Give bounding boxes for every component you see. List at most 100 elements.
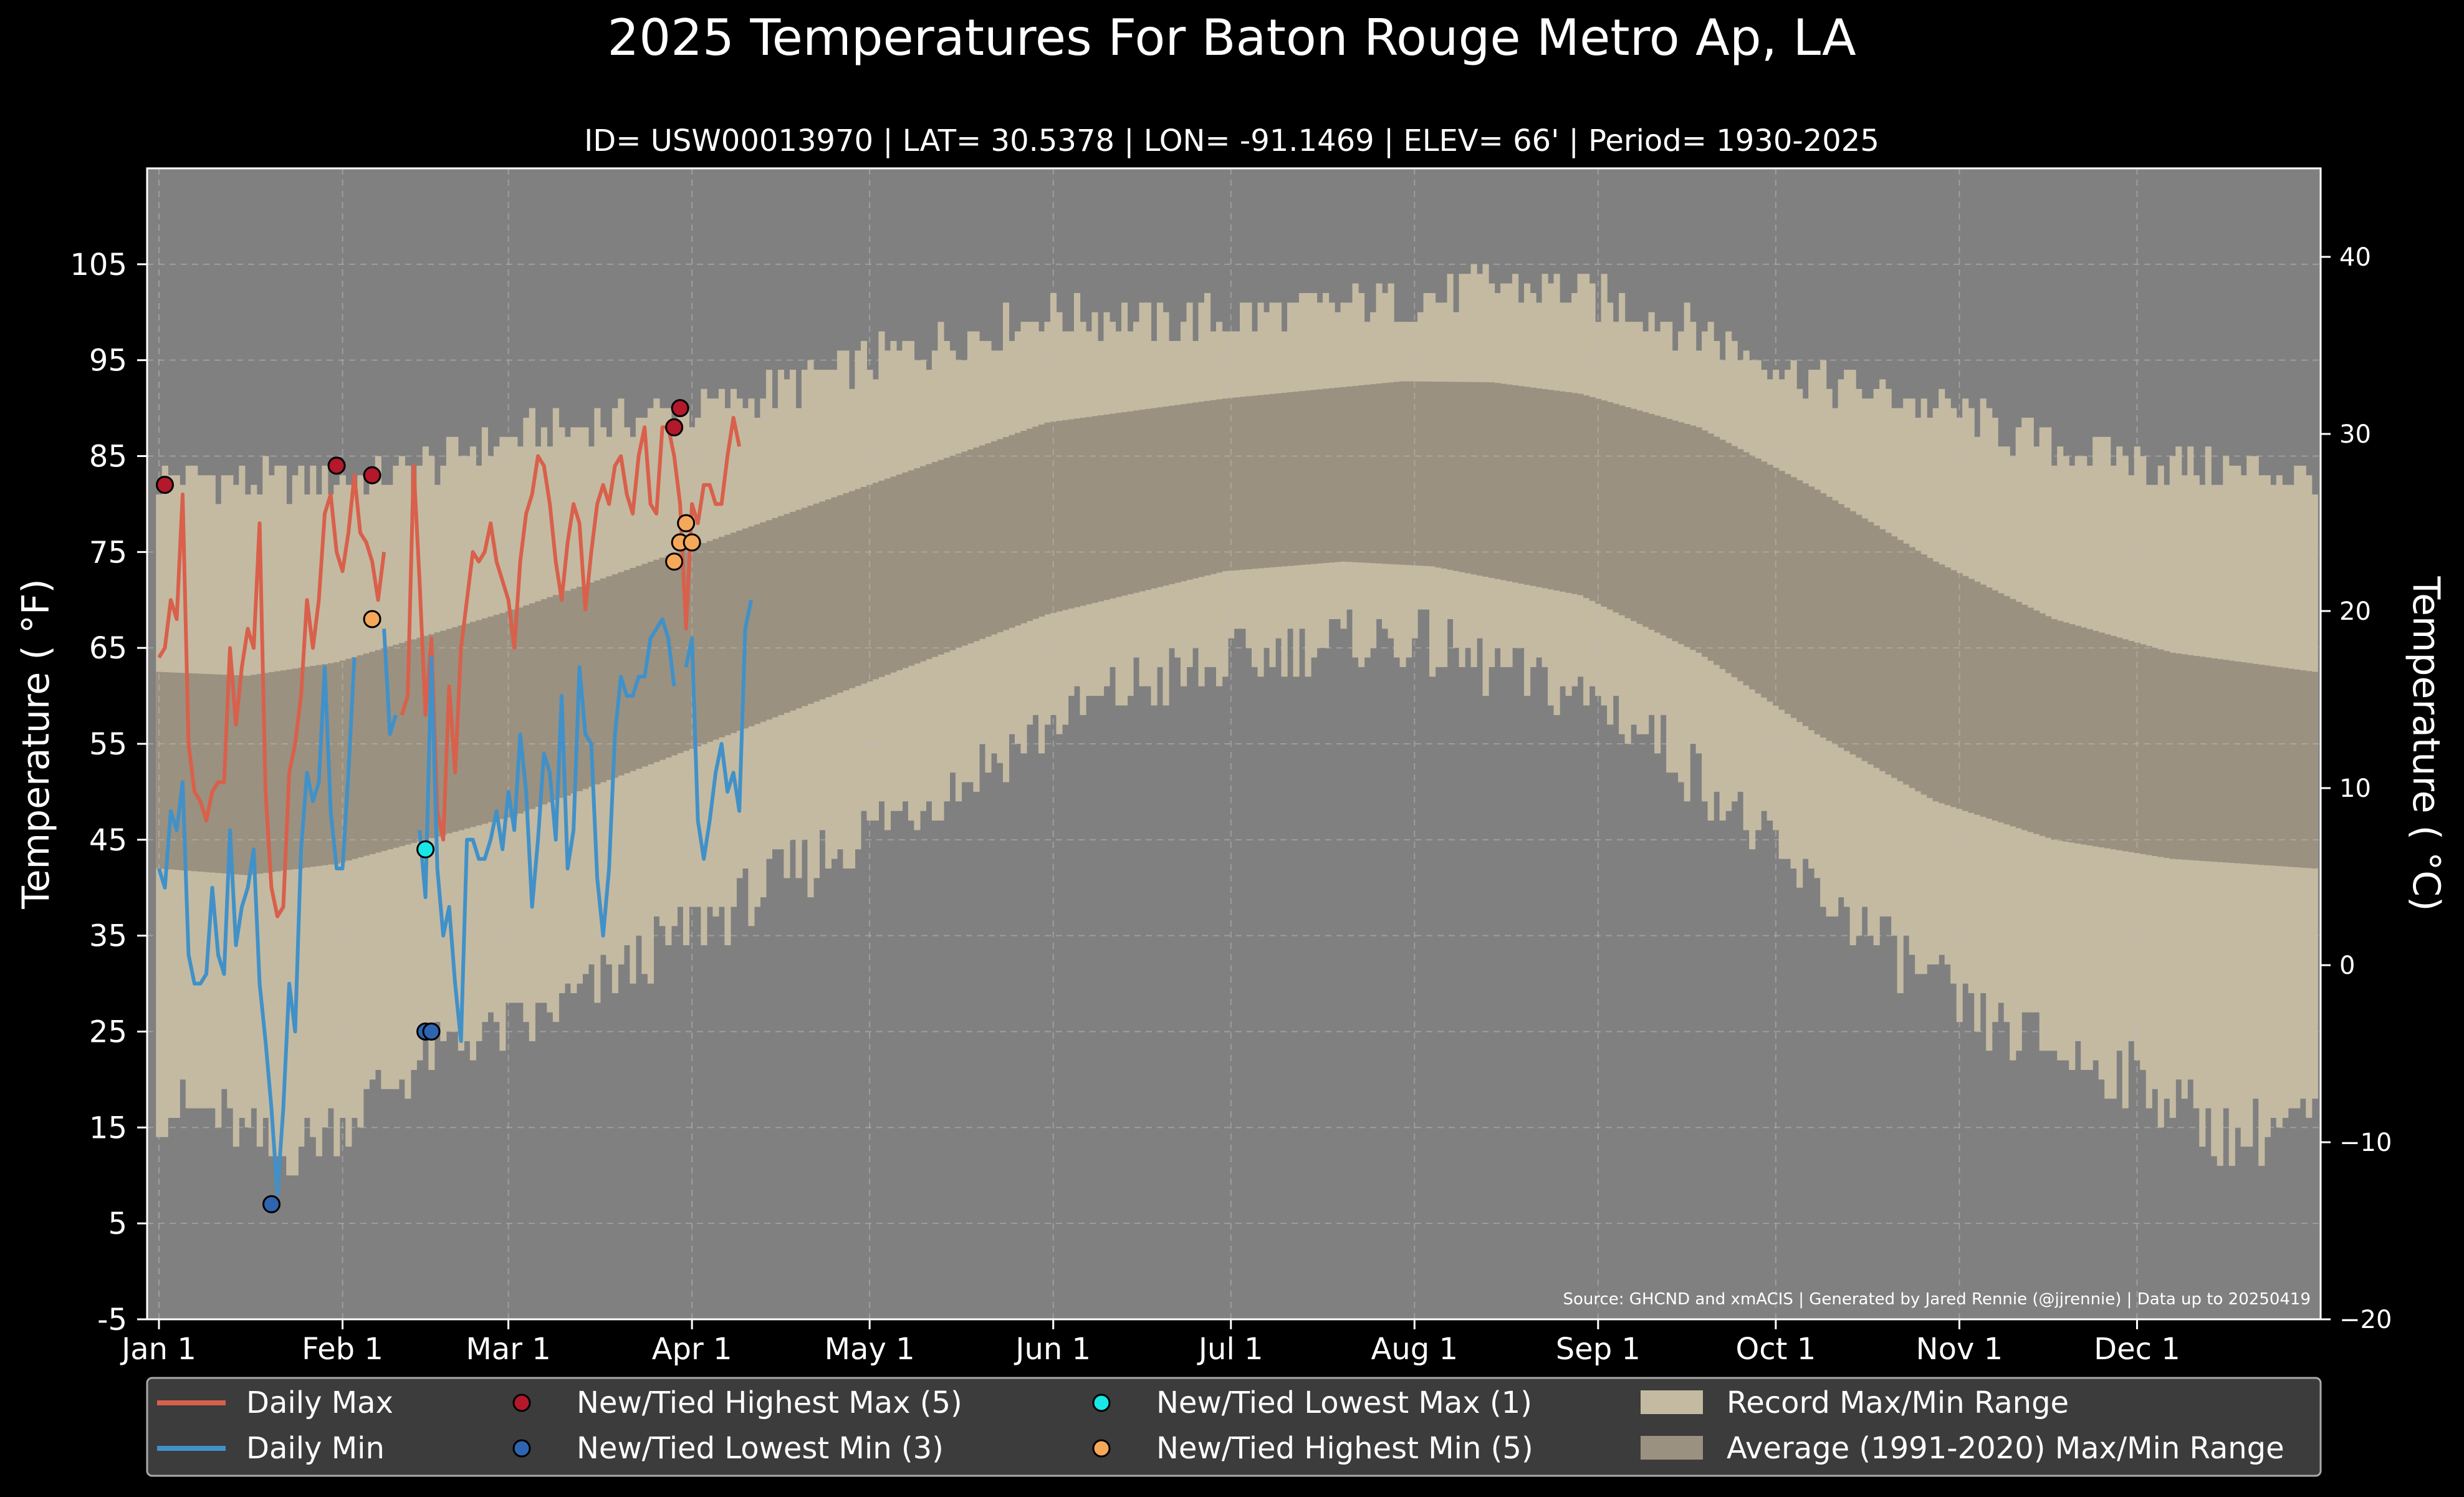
x-tick-label: Mar 1 — [466, 1332, 550, 1367]
normal-range-bar — [1500, 383, 1507, 580]
normal-range-bar — [1654, 415, 1661, 633]
normal-range-bar — [1435, 382, 1442, 568]
normal-range-bar — [1156, 407, 1164, 587]
normal-range-bar — [1518, 386, 1525, 584]
normal-range-bar — [606, 576, 613, 780]
normal-range-bar — [1198, 402, 1205, 577]
normal-range-bar — [180, 673, 186, 870]
normal-range-bar — [393, 645, 400, 848]
normal-range-bar — [1761, 461, 1768, 698]
normal-range-bar — [2039, 613, 2046, 836]
normal-range-bar — [1482, 382, 1489, 577]
normal-range-bar — [1335, 387, 1341, 562]
normal-range-bar — [813, 503, 820, 702]
legend-label: Daily Min — [246, 1431, 385, 1466]
normal-range-bar — [1631, 408, 1637, 622]
normal-range-bar — [1234, 397, 1240, 570]
normal-range-bar — [860, 486, 868, 684]
normal-range-bar — [1613, 403, 1619, 613]
normal-range-bar — [2057, 620, 2064, 841]
normal-range-bar — [1056, 421, 1063, 612]
normal-range-bar — [197, 673, 204, 872]
normal-range-bar — [2181, 654, 2188, 860]
normal-range-bar — [677, 551, 684, 753]
normal-range-bar — [1565, 392, 1572, 593]
x-tick-label: Sep 1 — [1556, 1332, 1641, 1367]
normal-range-bar — [1287, 392, 1294, 566]
normal-range-bar — [1838, 504, 1844, 748]
legend-record-range-swatch — [1641, 1390, 1703, 1414]
y-tick-label: 5 — [108, 1206, 127, 1241]
normal-range-bar — [440, 630, 447, 835]
daily-min-line — [157, 599, 754, 1196]
normal-range-bar — [1885, 532, 1892, 775]
normal-range-bar — [973, 447, 980, 642]
normal-range-bar — [2157, 649, 2164, 857]
normal-range-bar — [807, 505, 814, 704]
y-tick-label: 55 — [89, 727, 127, 762]
normal-range-bar — [1719, 440, 1726, 670]
normal-range-bar — [1506, 384, 1513, 582]
normal-range-bar — [1406, 381, 1412, 566]
daily-max-line — [157, 416, 742, 918]
normal-range-bar — [1974, 582, 1981, 815]
record-highest-max-point — [363, 466, 381, 484]
normal-range-bar — [2193, 655, 2200, 861]
x-tick-label: Feb 1 — [302, 1332, 383, 1367]
normal-range-bar — [2240, 662, 2247, 864]
normal-range-bar — [1009, 435, 1015, 628]
normal-range-bar — [659, 557, 666, 760]
normal-range-bar — [1577, 393, 1584, 595]
legend-highest-min-marker — [1092, 1439, 1111, 1458]
normal-range-bar — [227, 675, 234, 874]
normal-range-bar — [469, 622, 476, 827]
normal-range-bar — [736, 530, 743, 731]
legend-lowest-max-marker — [1092, 1394, 1111, 1412]
normal-range-bar — [2116, 637, 2123, 850]
normal-range-bar — [1311, 390, 1318, 564]
normal-range-bar — [2258, 665, 2265, 865]
x-tick-label: Jul 1 — [1197, 1332, 1263, 1367]
normal-range-bar — [280, 670, 287, 871]
normal-range-bar — [523, 605, 530, 812]
normal-range-bar — [683, 549, 689, 751]
record-points — [156, 399, 701, 1213]
normal-range-bar — [1323, 388, 1330, 564]
normal-range-bar — [819, 501, 826, 700]
normal-range-bar — [1097, 415, 1105, 602]
normal-range-bar — [1553, 390, 1560, 591]
normal-range-bar — [1684, 423, 1690, 647]
normal-range-bar — [1767, 465, 1773, 702]
normal-range-bar — [1619, 405, 1626, 615]
normal-range-bar — [2152, 647, 2159, 856]
normal-range-bar — [618, 572, 625, 776]
y-tick-label: 95 — [89, 344, 127, 378]
normal-range-bar — [540, 599, 547, 805]
normal-range-bar — [1808, 486, 1815, 731]
normal-range-bar — [997, 439, 1004, 633]
normal-range-bar — [1648, 413, 1655, 630]
normal-range-bar — [831, 497, 838, 695]
normal-range-bar — [1707, 433, 1714, 661]
chart-title: 2025 Temperatures For Baton Rouge Metro … — [607, 9, 1856, 67]
normal-range-bar — [623, 570, 630, 774]
normal-range-bar — [1790, 477, 1797, 718]
normal-range-bar — [251, 675, 257, 875]
normal-range-bar — [1453, 382, 1460, 571]
normal-range-bar — [564, 590, 571, 796]
normal-range-bar — [292, 668, 299, 869]
normal-range-bar — [386, 646, 393, 850]
normal-range-bar — [2246, 663, 2253, 864]
normal-range-bar — [1252, 395, 1258, 569]
normal-range-bar — [517, 607, 524, 814]
normal-range-bar — [1548, 390, 1555, 590]
normal-range-bar — [1743, 452, 1750, 686]
normal-range-bar — [772, 517, 779, 718]
normal-range-bar — [1316, 389, 1323, 564]
normal-range-bar — [2187, 655, 2194, 860]
normal-range-bar — [298, 667, 305, 869]
normal-range-bar — [1370, 384, 1377, 564]
record-highest-max-point — [665, 418, 684, 436]
normal-range-bar — [2140, 644, 2147, 854]
normal-range-bar — [872, 483, 880, 680]
